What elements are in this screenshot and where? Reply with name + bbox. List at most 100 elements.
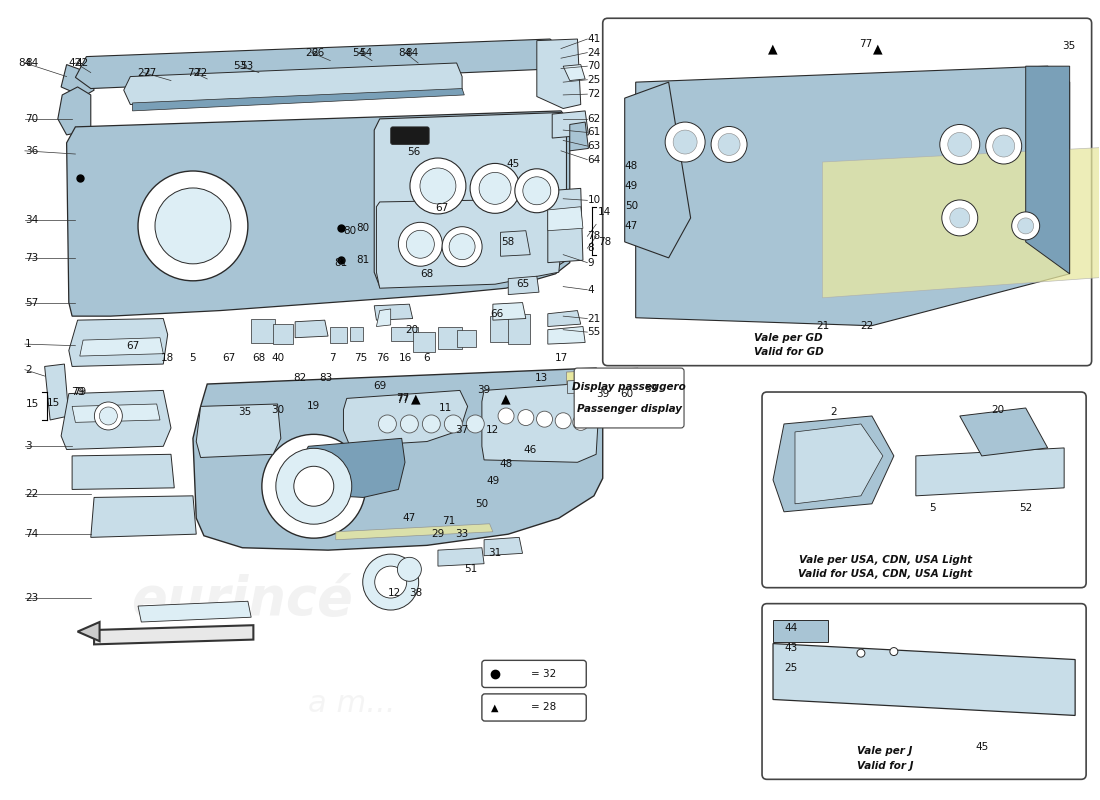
Polygon shape: [78, 622, 100, 641]
Circle shape: [276, 448, 352, 524]
Text: 81: 81: [356, 255, 370, 266]
Text: 72: 72: [187, 67, 200, 78]
Text: 48: 48: [499, 459, 513, 469]
Text: = 32: = 32: [531, 669, 556, 679]
Text: 7: 7: [329, 354, 336, 363]
Text: 10: 10: [587, 195, 601, 206]
Circle shape: [949, 208, 970, 228]
Text: a m...: a m...: [308, 689, 396, 718]
Polygon shape: [508, 276, 539, 294]
Polygon shape: [73, 404, 160, 422]
Text: 79: 79: [72, 387, 85, 397]
Polygon shape: [58, 87, 91, 135]
Polygon shape: [636, 66, 1069, 326]
Circle shape: [939, 125, 980, 165]
Text: 67: 67: [222, 354, 235, 363]
Polygon shape: [376, 309, 390, 326]
Text: eurincé: eurincé: [132, 574, 353, 626]
Text: 67: 67: [125, 341, 140, 350]
Bar: [251, 318, 275, 342]
Polygon shape: [91, 496, 196, 538]
Text: ▲: ▲: [502, 393, 510, 406]
Polygon shape: [482, 382, 600, 462]
Polygon shape: [95, 626, 253, 644]
Text: 78: 78: [587, 231, 601, 242]
Text: 64: 64: [587, 154, 601, 165]
Text: 55: 55: [587, 327, 601, 337]
Text: 33: 33: [455, 529, 469, 539]
Text: ▲: ▲: [492, 702, 498, 713]
Polygon shape: [295, 320, 328, 338]
Bar: [390, 326, 418, 341]
Text: 20: 20: [405, 325, 418, 334]
Text: Passenger display: Passenger display: [576, 404, 682, 414]
Text: 70: 70: [25, 114, 39, 124]
FancyBboxPatch shape: [390, 127, 429, 145]
Circle shape: [498, 408, 514, 424]
Circle shape: [578, 374, 584, 381]
Text: 79: 79: [74, 387, 87, 397]
Text: 48: 48: [625, 161, 638, 171]
Bar: [330, 326, 346, 342]
Polygon shape: [76, 39, 561, 89]
Text: 71: 71: [442, 516, 455, 526]
Polygon shape: [132, 89, 464, 111]
Text: 36: 36: [25, 146, 39, 156]
Text: 74: 74: [25, 529, 39, 539]
Polygon shape: [552, 111, 589, 138]
Text: 39: 39: [596, 389, 609, 398]
Text: 8: 8: [587, 243, 594, 254]
Text: 83: 83: [319, 373, 332, 382]
Text: Valid for GD: Valid for GD: [754, 347, 824, 357]
Polygon shape: [563, 65, 585, 81]
Circle shape: [942, 200, 978, 236]
Text: 6: 6: [424, 354, 430, 363]
Polygon shape: [548, 206, 583, 230]
Text: 21: 21: [816, 321, 829, 330]
Text: 77: 77: [396, 395, 409, 405]
Circle shape: [363, 554, 419, 610]
Text: ▲: ▲: [411, 393, 421, 406]
Polygon shape: [570, 122, 589, 151]
Text: 37: 37: [455, 426, 469, 435]
Circle shape: [470, 163, 520, 214]
Text: = 28: = 28: [531, 702, 556, 713]
Polygon shape: [45, 364, 69, 420]
Text: 65: 65: [516, 279, 529, 290]
Text: Vale per USA, CDN, USA Light: Vale per USA, CDN, USA Light: [799, 554, 971, 565]
Text: 40: 40: [271, 354, 284, 363]
Text: 13: 13: [535, 373, 548, 382]
Polygon shape: [69, 318, 167, 366]
Text: 62: 62: [587, 114, 601, 124]
Text: 84: 84: [398, 48, 411, 58]
Text: 2: 2: [25, 365, 32, 374]
Text: 35: 35: [1062, 42, 1075, 51]
Text: 51: 51: [464, 564, 477, 574]
Bar: [456, 330, 476, 347]
Circle shape: [398, 222, 442, 266]
Text: 77: 77: [859, 39, 872, 49]
Circle shape: [711, 126, 747, 162]
Bar: [508, 314, 530, 344]
Polygon shape: [302, 438, 405, 498]
Circle shape: [397, 558, 421, 582]
Text: Valid for USA, CDN, USA Light: Valid for USA, CDN, USA Light: [799, 569, 972, 579]
Polygon shape: [537, 39, 581, 109]
Text: 11: 11: [439, 403, 452, 413]
Circle shape: [262, 434, 365, 538]
Circle shape: [480, 172, 512, 204]
FancyBboxPatch shape: [574, 368, 684, 428]
Bar: [350, 326, 363, 341]
Text: 53: 53: [240, 61, 253, 71]
Text: 25: 25: [587, 74, 601, 85]
Text: 30: 30: [271, 405, 284, 414]
Text: 61: 61: [587, 127, 601, 138]
Text: Display passeggero: Display passeggero: [572, 382, 686, 392]
Circle shape: [375, 566, 407, 598]
Text: 46: 46: [524, 445, 537, 454]
Polygon shape: [80, 338, 163, 356]
Text: 16: 16: [398, 354, 411, 363]
Text: Vale per GD: Vale per GD: [755, 333, 823, 342]
Text: 3: 3: [25, 442, 32, 451]
Text: 23: 23: [25, 593, 39, 603]
